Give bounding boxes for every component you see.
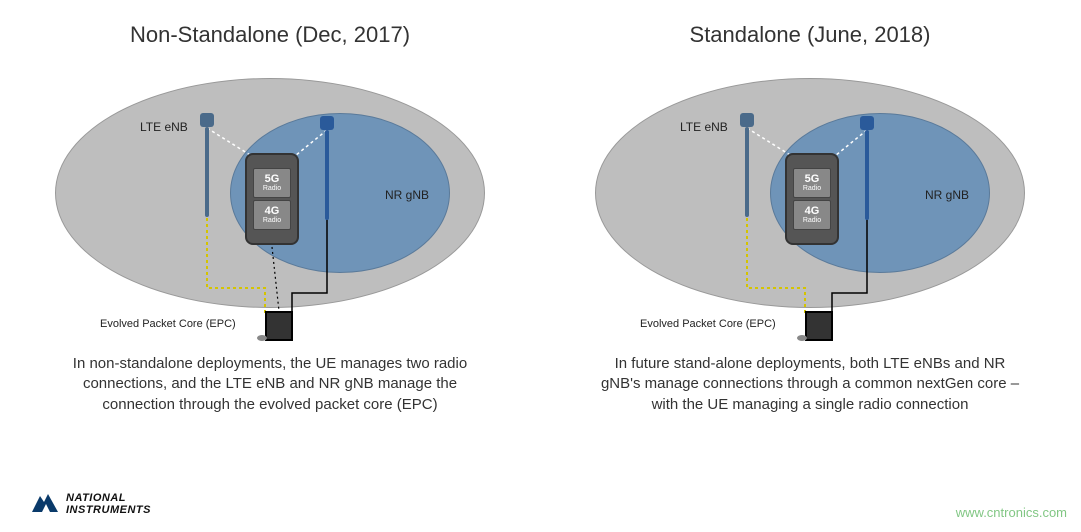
radio-5g-chip: 5G Radio: [793, 168, 831, 198]
nr-tower-icon: [320, 116, 334, 220]
radio-4g-chip: 4G Radio: [253, 200, 291, 230]
lte-tower-icon: [200, 113, 214, 217]
nr-gnb-label: NR gNB: [385, 188, 429, 202]
title-right: Standalone (June, 2018): [540, 22, 1080, 48]
epc-label: Evolved Packet Core (EPC): [100, 318, 236, 330]
title-left: Non-Standalone (Dec, 2017): [0, 22, 540, 48]
epc-icon: [805, 311, 833, 341]
national-instruments-logo: NATIONAL INSTRUMENTS: [30, 492, 151, 518]
caption-right: In future stand-alone deployments, both …: [540, 354, 1080, 415]
radio-5g-chip: 5G Radio: [253, 168, 291, 198]
caption-left: In non-standalone deployments, the UE ma…: [0, 354, 540, 415]
diagram-left: LTE eNB NR gNB 5G Radio 4G: [0, 58, 540, 348]
lte-enb-label: LTE eNB: [140, 120, 188, 134]
epc-icon: [265, 311, 293, 341]
nr-gnb-label: NR gNB: [925, 188, 969, 202]
epc-label: Evolved Packet Core (EPC): [640, 318, 776, 330]
ni-eagle-icon: [30, 492, 60, 518]
ni-logo-text: NATIONAL INSTRUMENTS: [66, 493, 151, 516]
panel-non-standalone: Non-Standalone (Dec, 2017) LTE eNB NR gN…: [0, 0, 540, 480]
diagram-right: LTE eNB NR gNB 5G Radio 4G Radio Evolved: [540, 58, 1080, 348]
nr-tower-icon: [860, 116, 874, 220]
ue-phone-icon: 5G Radio 4G Radio: [245, 153, 299, 245]
watermark: www.cntronics.com: [956, 505, 1067, 520]
lte-tower-icon: [740, 113, 754, 217]
ue-phone-icon: 5G Radio 4G Radio: [785, 153, 839, 245]
panel-standalone: Standalone (June, 2018) LTE eNB NR gNB 5…: [540, 0, 1080, 480]
lte-enb-label: LTE eNB: [680, 120, 728, 134]
radio-4g-chip: 4G Radio: [793, 200, 831, 230]
